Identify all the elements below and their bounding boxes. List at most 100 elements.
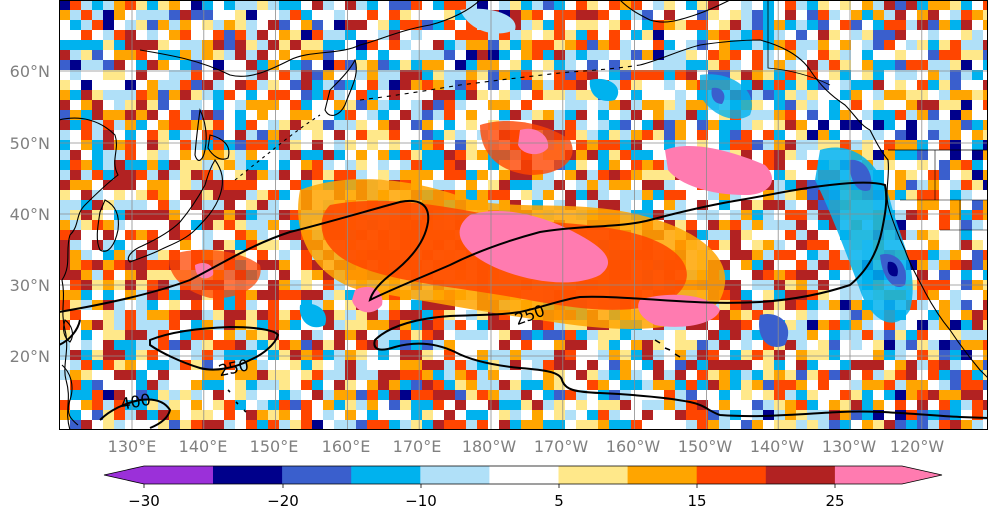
anomaly-cell <box>961 350 972 360</box>
anomaly-cell <box>774 120 785 130</box>
anomaly-cell <box>752 330 763 340</box>
anomaly-cell <box>917 290 928 300</box>
anomaly-cell <box>59 90 70 100</box>
anomaly-cell <box>675 380 686 390</box>
anomaly-cell <box>642 340 653 350</box>
anomaly-cell <box>928 200 939 210</box>
anomaly-cell <box>961 100 972 110</box>
anomaly-cell <box>224 30 235 40</box>
anomaly-cell <box>125 320 136 330</box>
anomaly-cell <box>290 110 301 120</box>
anomaly-cell <box>983 0 988 10</box>
anomaly-cell <box>598 400 609 410</box>
anomaly-cell <box>807 140 818 150</box>
anomaly-cell <box>290 30 301 40</box>
contour-line <box>59 181 988 419</box>
anomaly-cell <box>675 350 686 360</box>
anomaly-cell <box>873 130 884 140</box>
anomaly-cell <box>488 380 499 390</box>
anomaly-cell <box>917 260 928 270</box>
anomaly-cell <box>466 170 477 180</box>
anomaly-cell <box>862 370 873 380</box>
anomaly-cell <box>807 350 818 360</box>
anomaly-cell <box>268 340 279 350</box>
anomaly-cell <box>125 200 136 210</box>
anomaly-cell <box>829 140 840 150</box>
anomaly-cell <box>576 140 587 150</box>
anomaly-cell <box>906 410 917 420</box>
lon-label: 180°W <box>462 437 517 456</box>
anomaly-cell <box>202 420 213 430</box>
anomaly-cell <box>664 170 675 180</box>
anomaly-cell <box>59 10 70 20</box>
anomaly-cell <box>367 340 378 350</box>
anomaly-cell <box>521 60 532 70</box>
anomaly-cell <box>81 60 92 70</box>
anomaly-cell <box>642 160 653 170</box>
anomaly-cell <box>246 290 257 300</box>
anomaly-cell <box>752 40 763 50</box>
anomaly-cell <box>785 0 796 10</box>
anomaly-cell <box>92 40 103 50</box>
anomaly-cell <box>290 150 301 160</box>
anomaly-cell <box>180 180 191 190</box>
anomaly-cell <box>158 270 169 280</box>
anomaly-cell <box>301 290 312 300</box>
anomaly-cell <box>972 240 983 250</box>
anomaly-cell <box>455 380 466 390</box>
anomaly-cell <box>81 360 92 370</box>
anomaly-cell <box>422 100 433 110</box>
anomaly-cell <box>356 400 367 410</box>
anomaly-cell <box>213 140 224 150</box>
anomaly-cell <box>884 40 895 50</box>
anomaly-cell <box>422 370 433 380</box>
anomaly-cell <box>565 70 576 80</box>
anomaly-cell <box>466 0 477 10</box>
anomaly-cell <box>741 210 752 220</box>
anomaly-cell <box>851 30 862 40</box>
coastline-small-islands <box>227 389 247 413</box>
anomaly-cell <box>785 250 796 260</box>
anomaly-cell <box>323 120 334 130</box>
anomaly-cell <box>741 120 752 130</box>
anomaly-cell <box>939 130 950 140</box>
cool-anomaly-patch <box>711 87 725 104</box>
anomaly-cell <box>367 10 378 20</box>
anomaly-cell <box>433 130 444 140</box>
anomaly-cell <box>686 80 697 90</box>
anomaly-cell <box>345 30 356 40</box>
anomaly-cell <box>532 410 543 420</box>
anomaly-cell <box>653 60 664 70</box>
anomaly-cell <box>532 180 543 190</box>
anomaly-cell <box>422 70 433 80</box>
anomaly-cell <box>301 380 312 390</box>
anomaly-cell <box>983 150 988 160</box>
anomaly-cell <box>763 160 774 170</box>
anomaly-cell <box>301 360 312 370</box>
anomaly-cell <box>774 220 785 230</box>
anomaly-cell <box>345 80 356 90</box>
anomaly-cell <box>279 10 290 20</box>
anomaly-cell <box>752 310 763 320</box>
anomaly-cell <box>961 90 972 100</box>
anomaly-cell <box>422 150 433 160</box>
anomaly-cell <box>114 220 125 230</box>
anomaly-cell <box>433 20 444 30</box>
anomaly-cell <box>389 340 400 350</box>
anomaly-cell <box>477 150 488 160</box>
anomaly-cell <box>785 60 796 70</box>
contour-label-group: 250 250 400 <box>119 301 547 414</box>
anomaly-cell <box>950 80 961 90</box>
anomaly-cell <box>697 120 708 130</box>
anomaly-cell <box>741 310 752 320</box>
anomaly-cell <box>213 310 224 320</box>
anomaly-cell <box>510 410 521 420</box>
anomaly-cell <box>356 420 367 430</box>
anomaly-cell <box>565 160 576 170</box>
anomaly-cell <box>752 400 763 410</box>
anomaly-cell <box>620 150 631 160</box>
anomaly-cell <box>180 60 191 70</box>
anomaly-cell <box>389 120 400 130</box>
anomaly-cell <box>158 170 169 180</box>
